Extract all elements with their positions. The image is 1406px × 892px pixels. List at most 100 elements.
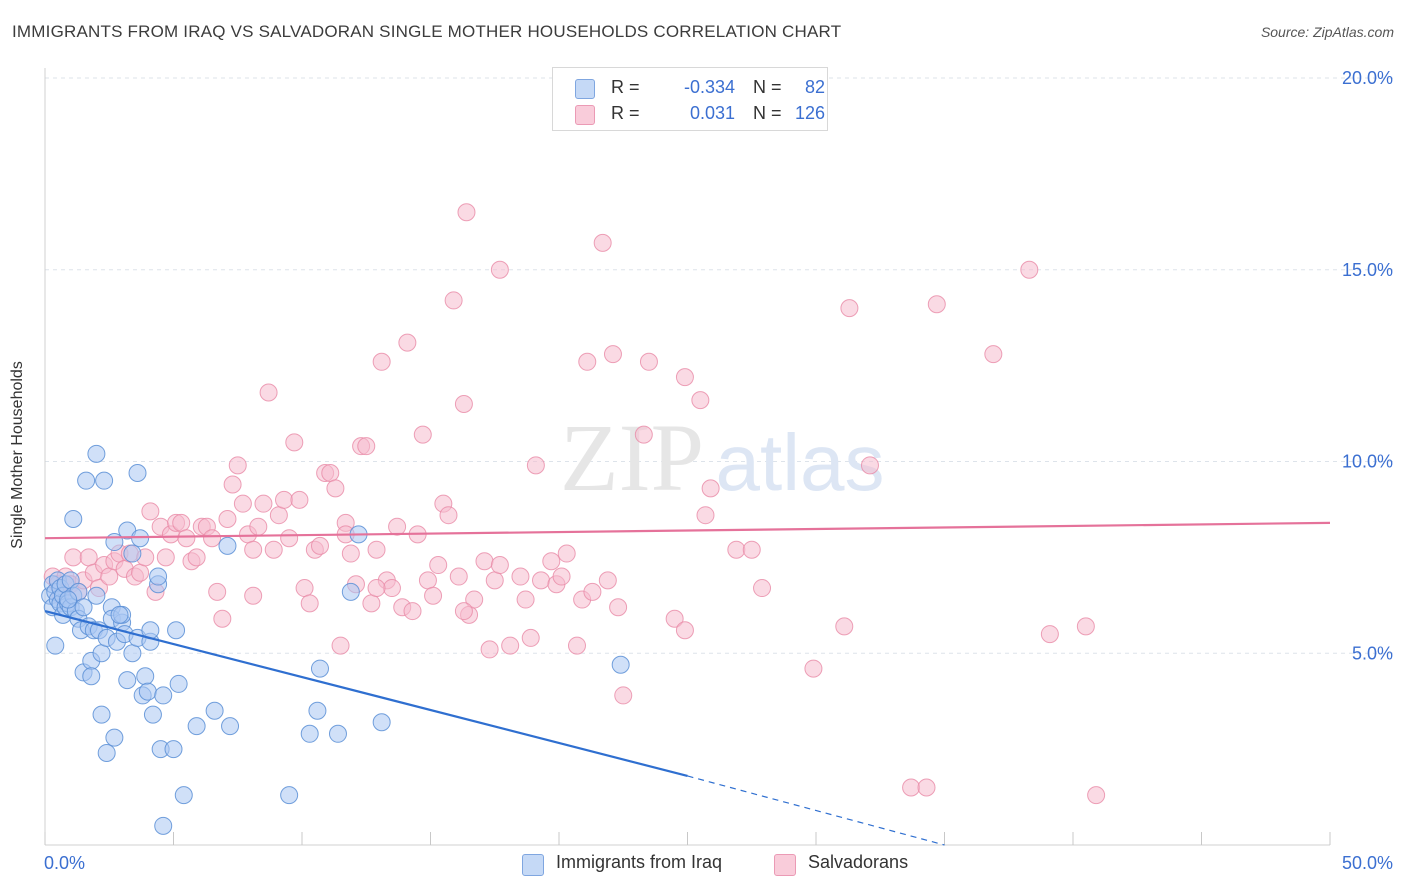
iraq-point — [97, 743, 116, 762]
salvadorans-point — [357, 437, 376, 456]
salvadorans-point — [269, 506, 288, 525]
salvadorans-point — [131, 563, 150, 582]
salvadorans-point — [285, 433, 304, 452]
salvadorans-point — [141, 502, 160, 521]
iraq-point — [164, 740, 183, 759]
salvadorans-point — [341, 544, 360, 563]
iraq-point — [87, 586, 106, 605]
salvadorans-point — [454, 602, 473, 621]
legend-r-label: R = — [611, 103, 640, 123]
salvadorans-point — [835, 617, 854, 636]
iraq-point — [187, 717, 206, 736]
legend-n-value: 126 — [794, 103, 825, 123]
salvadorans-point — [254, 494, 273, 513]
iraq-point — [143, 705, 162, 724]
salvadorans-point — [753, 579, 772, 598]
iraq-point — [105, 728, 124, 747]
iraq-point — [138, 682, 157, 701]
salvadorans-point — [388, 517, 407, 536]
salvadorans-point — [310, 536, 329, 555]
salvadorans-point — [634, 425, 653, 444]
salvadorans-point — [532, 571, 551, 590]
salvadorans-point — [326, 479, 345, 498]
salvadorans-point — [228, 456, 247, 475]
iraq-trend-extension — [687, 775, 945, 846]
iraq-point — [154, 686, 173, 705]
iraq-point — [310, 659, 329, 678]
salvadorans-trend-line — [44, 521, 1331, 540]
y-tick-label: 20.0% — [1342, 68, 1393, 88]
iraq-point — [221, 717, 240, 736]
salvadorans-point — [429, 556, 448, 575]
iraq-point — [87, 444, 106, 463]
legend-r-value: -0.334 — [683, 77, 735, 97]
salvadorans-point — [1076, 617, 1095, 636]
salvadorans-point — [927, 295, 946, 314]
salvadorans-point — [480, 640, 499, 659]
iraq-point — [169, 674, 188, 693]
salvadorans-point — [244, 586, 263, 605]
salvadorans-point — [244, 540, 263, 559]
iraq-point — [167, 621, 186, 640]
salvadorans-point — [521, 628, 540, 647]
iraq-trend-line — [44, 609, 688, 778]
salvadorans-point — [665, 609, 684, 628]
salvadorans-point — [413, 425, 432, 444]
salvadorans-point — [249, 517, 268, 536]
salvadorans-point — [418, 571, 437, 590]
salvadorans-point — [367, 540, 386, 559]
salvadorans-point — [398, 333, 417, 352]
tick-labels: 5.0% 10.0% 15.0% 20.0% 0.0% 50.0% — [44, 68, 1393, 873]
salvadorans-point — [449, 567, 468, 586]
gridlines — [45, 77, 1395, 654]
trend-lines — [44, 521, 1331, 846]
salvadorans-point — [860, 456, 879, 475]
iraq-point — [218, 536, 237, 555]
salvadorans-point — [696, 506, 715, 525]
watermark-atlas: atlas — [716, 418, 885, 507]
salvadorans-point — [598, 571, 617, 590]
salvadorans-point — [259, 383, 278, 402]
salvadorans-point — [187, 548, 206, 567]
iraq-point — [64, 510, 83, 529]
salvadorans-point — [583, 582, 602, 601]
legend-n-value: 82 — [804, 77, 825, 97]
salvadorans-point — [639, 352, 658, 371]
salvadorans-point — [691, 391, 710, 410]
salvadorans-point — [675, 621, 694, 640]
salvadorans-point — [454, 394, 473, 413]
iraq-point — [92, 644, 111, 663]
salvadorans-point — [485, 571, 504, 590]
legend-swatch-iraq — [522, 854, 544, 876]
salvadorans-point — [557, 544, 576, 563]
salvadorans-point — [701, 479, 720, 498]
salvadorans-point — [552, 567, 571, 586]
iraq-point — [300, 724, 319, 743]
legend-label-salvadorans: Salvadorans — [808, 852, 909, 872]
iraq-point — [308, 701, 327, 720]
salvadorans-point — [223, 475, 242, 494]
watermark-zip: ZIP — [560, 404, 704, 511]
salvadorans-point — [727, 540, 746, 559]
legend-swatch-iraq — [575, 79, 595, 99]
salvadorans-point — [233, 494, 252, 513]
legend-label-iraq: Immigrants from Iraq — [556, 852, 723, 872]
salvadorans-point — [264, 540, 283, 559]
salvadorans-point — [1087, 786, 1106, 805]
iraq-point — [128, 464, 147, 483]
salvadorans-point — [490, 556, 509, 575]
iraq-point — [74, 598, 93, 617]
salvadorans-point — [382, 579, 401, 598]
axes — [44, 68, 1331, 846]
iraq-point — [110, 605, 129, 624]
salvadorans-point — [804, 659, 823, 678]
salvadorans-point — [218, 510, 237, 529]
watermark: ZIP atlas — [560, 404, 884, 511]
iraq-point — [611, 655, 630, 674]
iraq-point — [328, 724, 347, 743]
salvadorans-point — [465, 590, 484, 609]
salvadorans-point — [1020, 260, 1039, 279]
salvadorans-point — [372, 352, 391, 371]
salvadorans-point — [917, 778, 936, 797]
iraq-point — [82, 667, 101, 686]
